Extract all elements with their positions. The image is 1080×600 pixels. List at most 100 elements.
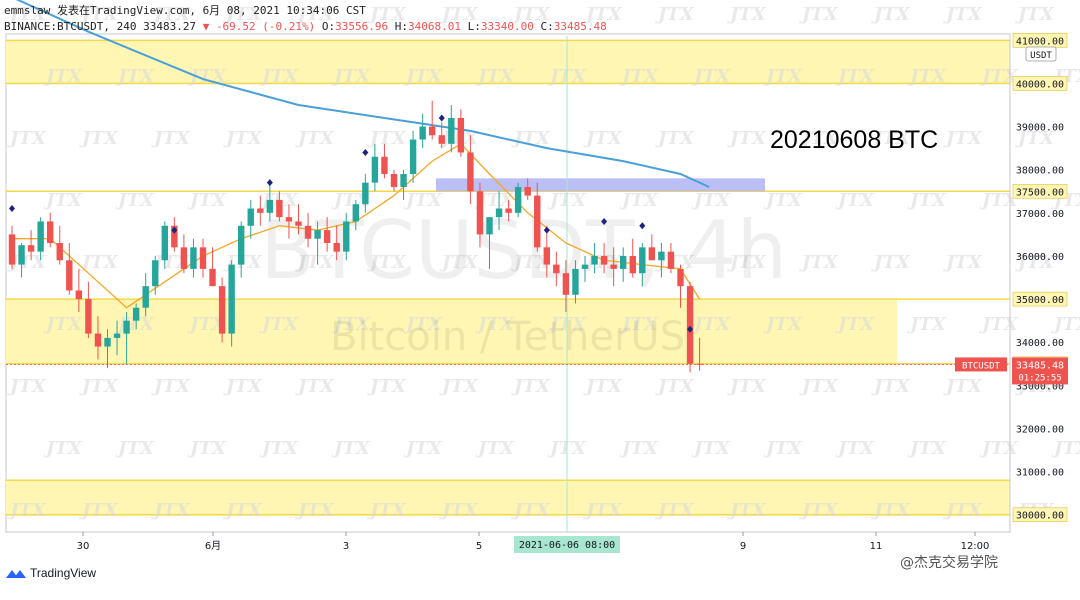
footer <box>0 556 1080 600</box>
symbol-tag: BTCUSDT <box>962 361 1001 371</box>
watermark-tile: JTX <box>295 4 335 25</box>
watermark-tile: JTX <box>259 66 299 87</box>
candle <box>152 255 159 295</box>
watermark-tile: JTX <box>655 376 695 397</box>
watermark-tile: JTX <box>907 66 947 87</box>
candle <box>371 143 379 192</box>
watermark-tile: JTX <box>295 128 335 149</box>
open-value: 33556.96 <box>335 20 389 33</box>
price-tick-highlight <box>1012 291 1068 307</box>
candle-body <box>677 268 684 287</box>
candle-body <box>257 208 264 213</box>
candle-body <box>94 333 102 347</box>
candle-body <box>18 245 25 265</box>
candle-body <box>639 247 646 274</box>
candle-body <box>438 135 445 144</box>
candle-body <box>448 117 455 144</box>
candle <box>276 191 283 222</box>
candle-body <box>8 234 16 265</box>
candle-body <box>161 225 168 261</box>
candle-body <box>266 199 274 213</box>
candle <box>8 225 16 269</box>
candle <box>56 225 63 265</box>
watermark-tile: JTX <box>763 190 803 211</box>
candle-body <box>371 156 379 183</box>
candle <box>448 105 455 153</box>
watermark-tile: JTX <box>151 4 191 25</box>
candle <box>123 312 130 364</box>
brand-label: TradingView <box>30 566 97 580</box>
watermark-tile: JTX <box>43 438 83 459</box>
watermark-tile: JTX <box>691 314 731 335</box>
signal-diamond <box>687 325 694 333</box>
candle-body <box>343 221 350 252</box>
candle <box>238 221 245 278</box>
candle-body <box>27 245 35 252</box>
watermark-tile: JTX <box>655 500 695 521</box>
candle <box>285 204 293 239</box>
watermark-tile: JTX <box>331 190 371 211</box>
price-tick-label: 32000.00 <box>1016 424 1064 435</box>
candle <box>18 243 25 278</box>
watermark-tile: JTX <box>691 438 731 459</box>
watermark-tile: JTX <box>151 376 191 397</box>
candle-body <box>505 208 512 213</box>
watermark-tile: JTX <box>7 128 47 149</box>
watermark-tile: JTX <box>295 376 335 397</box>
watermark-tile: JTX <box>223 500 263 521</box>
watermark-tile: JTX <box>223 128 263 149</box>
candle <box>600 243 608 274</box>
watermark-tile: JTX <box>331 66 371 87</box>
close-label: C: <box>540 20 554 33</box>
candle <box>247 199 254 239</box>
time-tick-label: 9 <box>740 541 746 552</box>
price-tag-value: 33485.48 <box>1016 360 1064 371</box>
candle-body <box>543 247 550 265</box>
watermark-tile: JTX <box>799 252 839 273</box>
crosshair-label: 2021-06-06 08:00 <box>519 540 615 551</box>
watermark-tile: JTX <box>367 500 407 521</box>
watermark-tile: JTX <box>583 376 623 397</box>
candle <box>534 182 541 252</box>
last-price: 33483.27 <box>143 20 197 33</box>
candle-body <box>295 221 302 226</box>
watermark-tile: JTX <box>979 314 1019 335</box>
price-tag-timer: 01:25:55 <box>1018 373 1061 383</box>
tradingview-icon <box>6 568 26 578</box>
candle <box>180 234 188 274</box>
candle <box>639 243 646 287</box>
candle <box>171 217 178 252</box>
candle-body <box>553 264 560 274</box>
watermark-tile: JTX <box>799 4 839 25</box>
watermark-tile: JTX <box>583 128 623 149</box>
price-chart[interactable]: JTX JTX JTX JTX JTX JTX JTX JTX JTX JTX JTX JTX JTX J… <box>0 0 1080 556</box>
candle <box>228 260 235 347</box>
candle <box>429 100 436 140</box>
watermark-tile: JTX <box>835 190 875 211</box>
signal-diamond <box>543 226 550 234</box>
watermark-tile: JTX <box>403 314 443 335</box>
watermark-tile: JTX <box>583 500 623 521</box>
candle-body <box>610 264 617 269</box>
watermark-tile: JTX <box>79 500 119 521</box>
price-tick-label: 37000.00 <box>1016 209 1064 220</box>
time-tick-label: 12:00 <box>961 541 990 552</box>
candle <box>27 230 35 261</box>
candle <box>362 174 369 213</box>
candle <box>209 247 216 287</box>
watermark-tile: JTX <box>907 190 947 211</box>
price-tick-label: 38000.00 <box>1016 166 1064 177</box>
candle-body <box>476 191 484 235</box>
watermark-tile: JTX <box>79 128 119 149</box>
watermark-tile: JTX <box>151 500 191 521</box>
watermark-tile: JTX <box>1051 314 1080 335</box>
signal-diamond <box>266 179 273 187</box>
candle-body <box>85 299 92 334</box>
tradingview-logo[interactable]: TradingView <box>6 566 96 580</box>
candle <box>352 199 359 231</box>
candle <box>85 281 92 338</box>
annotation-text: 20210608 BTC <box>770 126 938 154</box>
candle <box>457 109 465 157</box>
price-tick-label: 35000.00 <box>1016 295 1064 306</box>
watermark-tile: JTX <box>511 500 551 521</box>
